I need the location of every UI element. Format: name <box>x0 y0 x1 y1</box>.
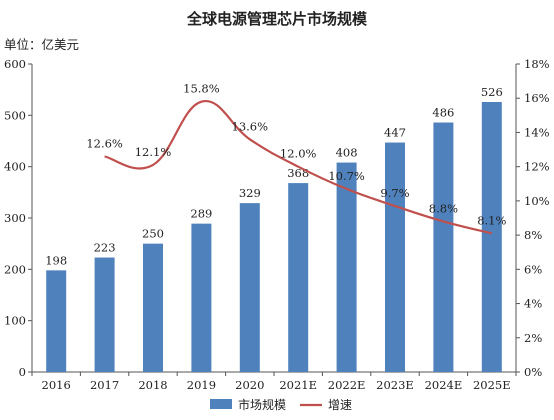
x-tick-label: 2017 <box>90 378 119 392</box>
x-tick-label: 2021E <box>279 378 317 392</box>
bar-value-label: 250 <box>142 227 164 241</box>
growth-value-label: 13.6% <box>232 119 269 133</box>
x-tick-label: 2025E <box>473 378 511 392</box>
x-tick-label: 2018 <box>138 378 167 392</box>
left-tick-label: 600 <box>4 57 26 71</box>
left-tick-label: 200 <box>4 262 26 276</box>
bar <box>288 183 309 372</box>
bar-value-label: 368 <box>287 166 309 180</box>
right-tick-label: 2% <box>524 331 542 345</box>
legend-bar-label: 市场规模 <box>238 397 286 412</box>
bar-value-label: 526 <box>481 85 503 99</box>
left-tick-label: 0 <box>19 365 26 379</box>
bar <box>433 122 454 373</box>
left-tick-label: 100 <box>4 314 26 328</box>
right-tick-label: 14% <box>524 125 550 139</box>
x-tick-label: 2020 <box>235 378 264 392</box>
bar-value-label: 447 <box>384 126 406 140</box>
x-tick-label: 2022E <box>328 378 366 392</box>
bar <box>481 101 502 372</box>
right-tick-label: 18% <box>524 57 550 71</box>
growth-value-label: 8.8% <box>429 201 458 215</box>
bar-value-label: 223 <box>94 241 116 255</box>
left-tick-label: 300 <box>4 211 26 225</box>
bar <box>239 203 260 372</box>
left-tick-label: 500 <box>4 108 26 122</box>
right-tick-label: 6% <box>524 262 542 276</box>
bar <box>143 243 163 372</box>
bar-value-label: 198 <box>45 253 67 267</box>
bar <box>191 223 212 372</box>
chart-title: 全球电源管理芯片市场规模 <box>186 10 367 28</box>
x-tick-label: 2016 <box>42 378 71 392</box>
right-tick-label: 4% <box>524 297 542 311</box>
bar-value-label: 408 <box>336 146 358 160</box>
legend-line-label: 增速 <box>328 398 352 412</box>
right-tick-label: 12% <box>524 160 550 174</box>
growth-line <box>104 100 493 235</box>
right-tick-label: 8% <box>524 228 542 242</box>
x-tick-label: 2019 <box>187 378 216 392</box>
growth-value-label: 12.6% <box>86 136 123 150</box>
growth-value-label: 12.0% <box>280 147 317 161</box>
bar-value-label: 486 <box>432 106 454 120</box>
growth-value-label: 12.1% <box>135 145 172 159</box>
x-tick-label: 2023E <box>376 378 414 392</box>
bar <box>385 142 405 372</box>
bar-value-label: 289 <box>190 207 212 221</box>
right-tick-label: 16% <box>524 91 550 105</box>
x-tick-label: 2024E <box>425 378 463 392</box>
growth-value-label: 8.1% <box>477 213 506 227</box>
unit-label: 单位：亿美元 <box>4 37 80 52</box>
growth-value-label: 10.7% <box>328 169 365 183</box>
bar <box>46 270 67 372</box>
legend-bar-swatch <box>210 399 232 409</box>
growth-value-label: 9.7% <box>380 186 409 200</box>
growth-value-label: 15.8% <box>183 82 220 96</box>
bar <box>336 162 357 372</box>
bar-value-label: 329 <box>239 186 261 200</box>
right-tick-label: 10% <box>524 194 550 208</box>
bar <box>94 257 115 372</box>
right-tick-label: 0% <box>524 365 542 379</box>
left-tick-label: 400 <box>4 160 26 174</box>
